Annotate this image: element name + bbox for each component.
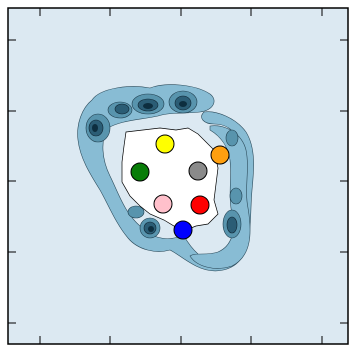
contour-peak-dark <box>226 216 238 234</box>
axis-ticks <box>8 8 348 344</box>
board-frame <box>7 7 349 345</box>
token-layer <box>130 134 230 240</box>
orange-token[interactable] <box>210 145 230 165</box>
contour-peak-core <box>148 226 154 232</box>
contour-peak-core <box>143 103 153 109</box>
blue-token[interactable] <box>173 220 193 240</box>
contour-peak-core <box>92 124 98 132</box>
contour-peak-core <box>179 101 187 107</box>
contour-peak-mid <box>225 129 239 147</box>
pink-token[interactable] <box>153 194 173 214</box>
red-token[interactable] <box>190 195 210 215</box>
contour-map <box>77 84 254 272</box>
green-token[interactable] <box>130 162 150 182</box>
contour-peak-mid <box>229 187 243 205</box>
gray-token[interactable] <box>188 161 208 181</box>
contour-peak-mid <box>127 205 145 219</box>
contour-peak-dark <box>114 103 130 115</box>
yellow-token[interactable] <box>155 134 175 154</box>
